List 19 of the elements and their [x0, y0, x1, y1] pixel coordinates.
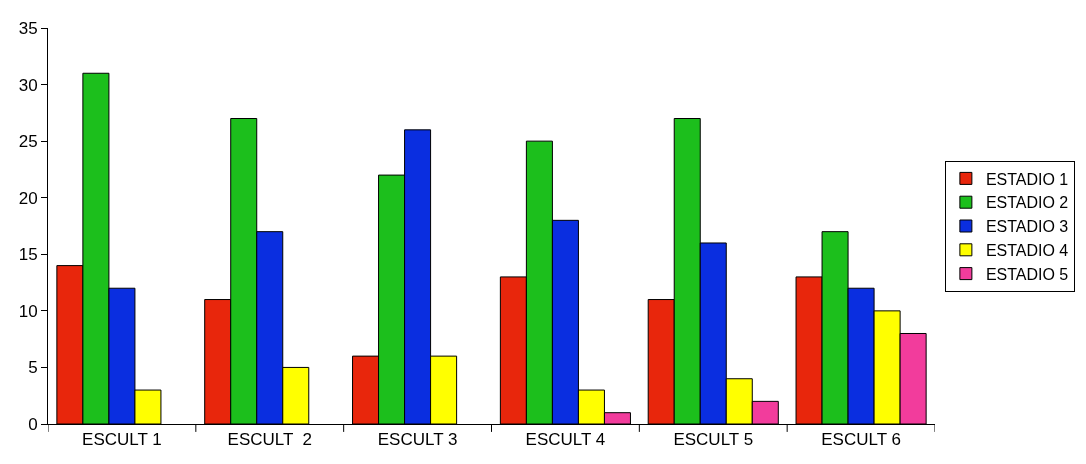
x-tick-label: ESCULT 3 [377, 430, 458, 450]
y-tick-label: 10 [18, 301, 38, 321]
y-tick-label: 0 [28, 414, 38, 434]
y-tick-label: 5 [28, 358, 38, 378]
legend-label: ESTADIO 5 [985, 265, 1069, 283]
legend-label: ESTADIO 2 [985, 194, 1069, 212]
legend-label: ESTADIO 4 [985, 242, 1069, 260]
x-tick-label: ESCULT 6 [821, 430, 901, 450]
x-tick-label: ESCULT 2 [227, 430, 312, 450]
legend-label: ESTADIO 1 [985, 170, 1069, 188]
x-tick-label: ESCULT 5 [673, 430, 754, 450]
y-tick-label: 15 [18, 245, 38, 265]
y-tick-label: 35 [18, 18, 38, 38]
y-tick-label: 30 [18, 75, 38, 95]
legend-label: ESTADIO 3 [985, 218, 1069, 236]
x-tick-label: ESCULT 1 [82, 430, 162, 450]
x-tick-label: ESCULT 4 [525, 430, 606, 450]
y-tick-label: 20 [18, 188, 38, 208]
y-tick-label: 25 [18, 132, 38, 152]
